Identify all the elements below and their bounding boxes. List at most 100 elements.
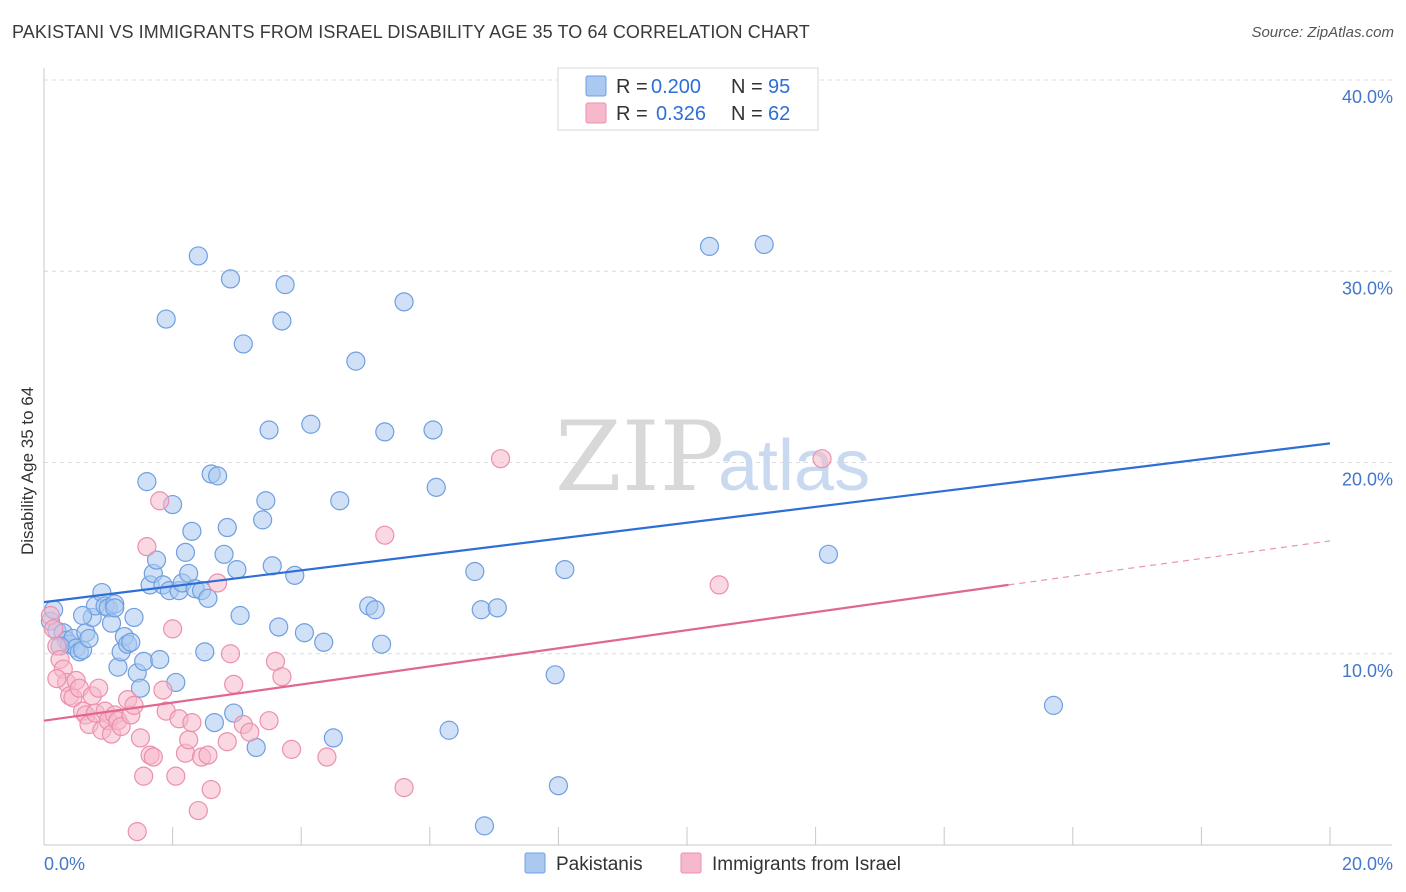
pakistanis-point-30	[146, 550, 167, 570]
pakistanis-point-26	[134, 651, 154, 672]
pakistanis-point-75	[375, 422, 395, 442]
legend-r-label-0: R =	[616, 76, 648, 98]
pakistanis-point-77	[423, 420, 443, 440]
pakistanis-point-51	[217, 517, 237, 538]
axes: 0.0% 20.0%	[43, 68, 1393, 874]
pakistanis-point-88	[754, 234, 774, 255]
israel-point-58	[490, 449, 511, 469]
pakistanis-point-56	[233, 334, 253, 354]
grid-lines: 10.0% 20.0% 30.0% 40.0%	[44, 79, 1393, 681]
israel-point-28	[134, 766, 154, 786]
israel-point-40	[182, 712, 202, 733]
pakistanis-point-60	[259, 420, 279, 440]
pakistanis-point-94	[72, 605, 93, 626]
legend-swatch-israel	[585, 102, 607, 124]
watermark-atlas: atlas	[718, 426, 870, 506]
israel-point-60	[812, 449, 832, 469]
pakistanis-point-68	[314, 632, 334, 652]
israel-point-35	[163, 619, 183, 639]
pakistanis-point-89	[818, 544, 839, 564]
pakistanis-point-59	[256, 491, 276, 511]
israel-point-56	[375, 525, 395, 545]
israel-point-53	[272, 667, 292, 687]
israel-point-31	[143, 747, 163, 767]
israel-point-26	[127, 822, 147, 842]
pakistanis-point-39	[175, 542, 196, 562]
pakistanis-point-87	[699, 236, 720, 256]
pakistanis-point-71	[346, 351, 366, 371]
trend-line-israel-extension	[1008, 540, 1331, 586]
pakistanis-point-69	[323, 728, 343, 748]
israel-point-1	[44, 619, 64, 639]
bottom-legend: Pakistanis Immigrants from Israel	[524, 852, 901, 875]
israel-point-48	[224, 674, 244, 694]
israel-point-59	[709, 575, 729, 595]
legend-n-label-1: N =	[731, 103, 763, 125]
pakistanis-point-58	[253, 510, 273, 530]
pakistanis-point-33	[156, 309, 176, 329]
israel-point-27	[130, 728, 151, 748]
pakistanis-point-80	[465, 561, 485, 582]
pakistanis-point-10	[79, 628, 99, 649]
pakistanis-point-49	[208, 466, 228, 486]
pakistanis-point-74	[371, 634, 392, 654]
pakistanis-point-23	[124, 607, 144, 628]
pakistanis-point-52	[220, 269, 241, 289]
pakistanis-point-45	[195, 642, 215, 662]
pakistanis-point-92	[105, 598, 125, 618]
pakistanis-point-31	[150, 649, 170, 670]
pakistanis-point-25	[130, 678, 151, 698]
israel-point-50	[240, 722, 260, 742]
pakistanis-point-65	[285, 565, 305, 585]
pakistanis-point-27	[137, 472, 157, 492]
pakistanis-point-84	[545, 665, 565, 685]
pakistanis-point-85	[548, 776, 569, 796]
pakistanis-point-22	[121, 632, 141, 652]
israel-point-39	[179, 730, 199, 750]
israel-point-41	[188, 800, 208, 821]
watermark-zip: ZIP	[555, 401, 724, 513]
trend-lines	[43, 442, 1331, 722]
legend-r-value-1: 0.326	[656, 103, 706, 125]
legend-swatch-pakistanis	[585, 75, 607, 97]
pakistanis-point-43	[188, 246, 208, 266]
y-tick-label-20: 20.0%	[1342, 470, 1393, 490]
pakistanis-point-50	[214, 544, 234, 564]
bottom-legend-label-israel: Immigrants from Israel	[712, 854, 901, 875]
y-tick-label-30: 30.0%	[1342, 278, 1393, 298]
israel-point-43	[198, 745, 218, 765]
legend-n-label-0: N =	[731, 76, 763, 98]
israel-point-32	[150, 491, 170, 511]
source-label: Source: ZipAtlas.com	[1251, 24, 1394, 41]
pakistanis-point-82	[474, 816, 495, 836]
pakistanis-point-54	[227, 559, 247, 580]
legend-n-value-1: 62	[768, 103, 790, 125]
pakistanis-point-46	[198, 588, 218, 608]
pakistanis-point-64	[275, 275, 295, 295]
israel-point-47	[220, 644, 241, 664]
pakistanis-point-70	[330, 491, 350, 511]
pakistanis-point-90	[1043, 695, 1064, 715]
israel-point-29	[137, 537, 157, 557]
israel-point-25	[124, 695, 144, 715]
pakistanis-point-41	[182, 521, 202, 541]
bottom-legend-swatch-israel	[680, 852, 702, 874]
legend-r-label-1: R =	[616, 103, 648, 125]
trend-line-pakistanis	[43, 442, 1331, 604]
pakistanis-point-83	[487, 598, 507, 618]
y-tick-label-40: 40.0%	[1342, 87, 1393, 107]
pakistanis-point-86	[555, 559, 575, 580]
pakistanis-point-67	[301, 414, 321, 434]
israel-point-55	[317, 747, 337, 767]
y-axis-label: Disability Age 35 to 64	[18, 387, 37, 555]
israel-point-46	[217, 732, 237, 752]
israel-point-45	[208, 573, 228, 593]
pakistanis-point-79	[439, 720, 459, 740]
trend-line-israel	[43, 583, 1009, 722]
pakistanis-point-78	[426, 477, 446, 497]
pakistanis-point-55	[230, 605, 250, 626]
pakistanis-point-48	[204, 712, 224, 733]
israel-point-54	[281, 739, 302, 759]
legend-r-value-0: 0.200	[651, 76, 701, 98]
